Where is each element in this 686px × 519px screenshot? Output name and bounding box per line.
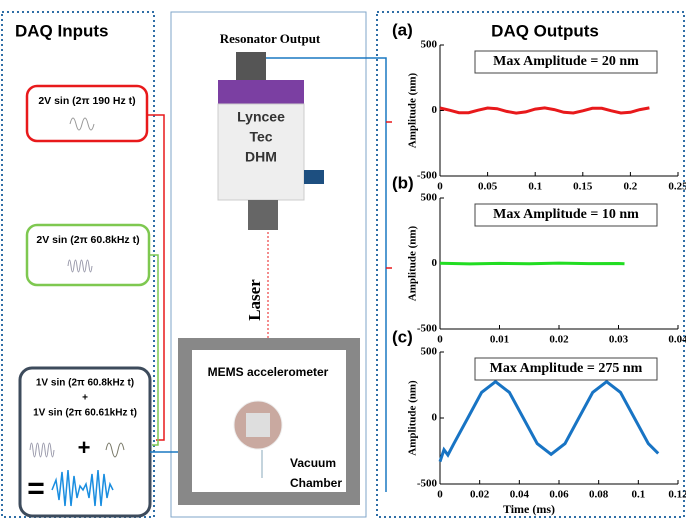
- x-tick-label: 0.25: [668, 181, 686, 193]
- dhm-band: [218, 80, 304, 104]
- x-tick-label: 0.01: [490, 334, 509, 346]
- input-label: 1V sin (2π 60.61kHz t): [33, 408, 137, 419]
- waveform: [29, 442, 55, 458]
- input-label: 2V sin (2π 60.8kHz t): [36, 234, 139, 246]
- waveform: [69, 117, 95, 131]
- waveform: [67, 259, 93, 273]
- connector: [304, 170, 324, 184]
- wire: [386, 121, 392, 269]
- y-axis-label: Amplitude (nm): [407, 72, 419, 148]
- x-tick-label: 0: [437, 181, 443, 193]
- annotation: Max Amplitude = 275 nm: [490, 361, 643, 376]
- y-tick-label: 0: [432, 104, 438, 116]
- chamber-label: Vacuum: [290, 456, 336, 470]
- x-tick-label: 0.15: [573, 181, 593, 193]
- x-tick-label: 0.03: [609, 334, 629, 346]
- laser-label: Laser: [245, 279, 264, 321]
- resonator-title: Resonator Output: [220, 31, 321, 46]
- x-tick-label: 0.04: [668, 334, 686, 346]
- x-tick-label: 0.2: [624, 181, 638, 193]
- x-axis-label: Time (ms): [503, 502, 555, 516]
- annotation-box: [474, 50, 658, 74]
- input-label: 2V sin (2π 190 Hz t): [38, 95, 135, 107]
- x-tick-label: 0.08: [589, 489, 609, 501]
- outputs-panel: [376, 11, 685, 518]
- y-tick-label: 0: [432, 257, 438, 269]
- objective: [248, 200, 278, 230]
- x-tick-label: 0: [437, 489, 443, 501]
- data-line: [438, 379, 660, 463]
- x-tick-label: 0.04: [510, 489, 530, 501]
- y-tick-label: 500: [421, 39, 438, 51]
- inputs-panel: [1, 11, 155, 518]
- x-tick-label: 0.02: [470, 489, 490, 501]
- wire: [149, 254, 159, 446]
- x-tick-label: 0.1: [528, 181, 542, 193]
- mems-die: [246, 413, 270, 437]
- input-box: [18, 366, 152, 518]
- inputs-title: DAQ Inputs: [15, 21, 109, 40]
- mems-label: MEMS accelerometer: [208, 365, 329, 379]
- dhm-label: Tec: [249, 129, 272, 145]
- annotation: Max Amplitude = 20 nm: [493, 54, 639, 69]
- x-tick-label: 0.1: [631, 489, 645, 501]
- dhm-body: [217, 103, 305, 201]
- waveform: [105, 442, 125, 458]
- plus-sign: +: [78, 435, 91, 460]
- data-line: [439, 261, 625, 266]
- y-axis-label: Amplitude (nm): [407, 225, 419, 301]
- equals-sign: =: [27, 472, 45, 505]
- wire: [263, 57, 387, 492]
- x-tick-label: 0.06: [549, 489, 569, 501]
- y-tick-label: -500: [417, 170, 438, 182]
- y-tick-label: 500: [421, 192, 438, 204]
- dhm-label: Lyncee: [237, 109, 285, 125]
- center-panel: [170, 11, 367, 518]
- dhm-label: DHM: [245, 149, 277, 165]
- x-tick-label: 0.12: [668, 489, 686, 501]
- input-box: [25, 84, 149, 143]
- outputs-title: DAQ Outputs: [491, 21, 599, 40]
- data-line: [439, 106, 650, 115]
- chamber-label: Chamber: [290, 476, 342, 490]
- panel-label: (a): [392, 20, 413, 39]
- y-axis-label: Amplitude (nm): [407, 380, 419, 456]
- beat-waveform: [51, 469, 114, 507]
- input-label: 1V sin (2π 60.8kHz t): [36, 378, 134, 389]
- annotation-box: [474, 357, 658, 381]
- panel-label: (c): [392, 327, 413, 346]
- y-tick-label: 500: [421, 346, 438, 358]
- annotation: Max Amplitude = 10 nm: [493, 207, 639, 222]
- wire: [147, 114, 165, 441]
- y-tick-label: 0: [432, 412, 438, 424]
- y-tick-label: -500: [417, 478, 438, 490]
- x-tick-label: 0.02: [549, 334, 569, 346]
- annotation-box: [474, 203, 658, 227]
- x-tick-label: 0.05: [478, 181, 498, 193]
- camera: [236, 52, 266, 84]
- input-plus: +: [82, 393, 88, 404]
- panel-label: (b): [392, 173, 414, 192]
- x-tick-label: 0: [437, 334, 443, 346]
- y-tick-label: -500: [417, 323, 438, 335]
